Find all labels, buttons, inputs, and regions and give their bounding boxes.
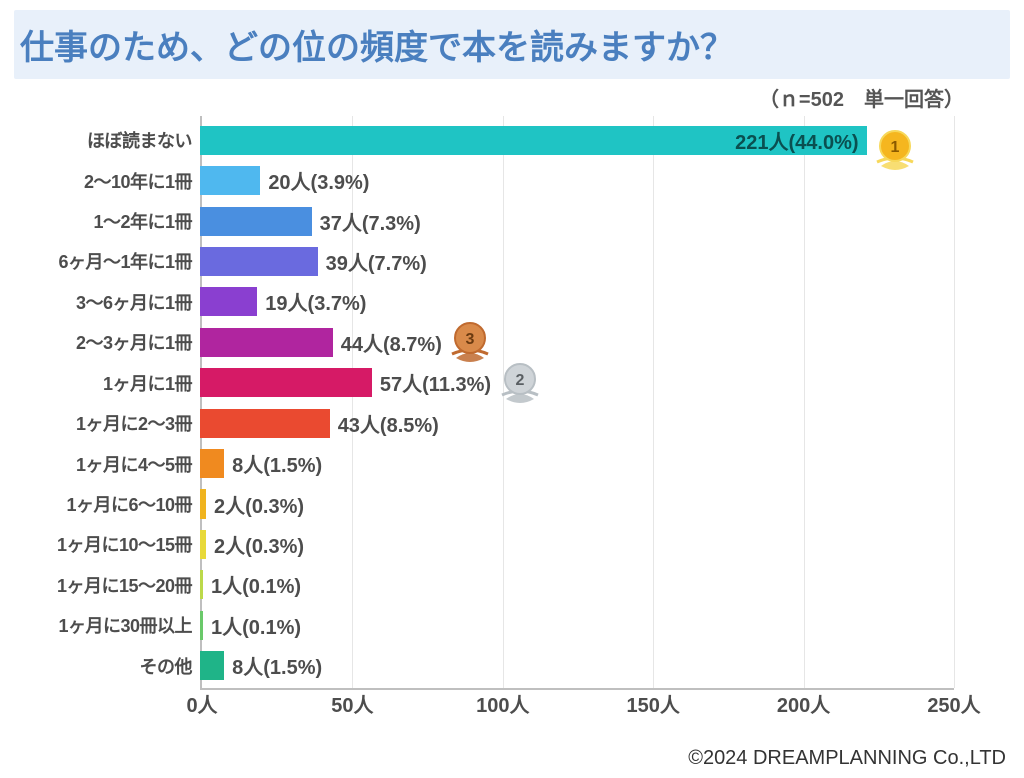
y-label: 6ヶ月～1年に1冊 — [20, 248, 200, 274]
medal-icon: 2 — [496, 359, 544, 407]
bar: 37人(7.3%) — [200, 207, 312, 236]
bar-value-label: 8人(1.5%) — [224, 449, 322, 478]
y-label: ほぼ読まない — [20, 127, 200, 153]
x-tick: 100人 — [476, 689, 529, 718]
y-label: 3～6ヶ月に1冊 — [20, 289, 200, 315]
x-tick: 150人 — [627, 689, 680, 718]
chart-title: 仕事のため、どの位の頻度で本を読みますか？ — [14, 10, 1010, 79]
chart-area: 0人 50人 100人 150人 200人 250人 ほぼ読まない221人(44.0%) … — [20, 116, 994, 726]
bar-value-label: 39人(7.7%) — [318, 247, 427, 276]
bar: 1人(0.1%) — [200, 611, 203, 640]
bar-track: 44人(8.7%) 3 — [200, 322, 954, 362]
bar: 39人(7.7%) — [200, 247, 318, 276]
bar-value-label: 19人(3.7%) — [257, 287, 366, 316]
bar-track: 1人(0.1%) — [200, 565, 954, 605]
y-label: 1ヶ月に10～15冊 — [20, 531, 200, 557]
bar: 19人(3.7%) — [200, 287, 257, 316]
bar-track: 19人(3.7%) — [200, 282, 954, 322]
y-label: 1ヶ月に4～5冊 — [20, 451, 200, 477]
bar-track: 8人(1.5%) — [200, 645, 954, 685]
bar-row: その他8人(1.5%) — [20, 645, 954, 685]
bar: 8人(1.5%) — [200, 449, 224, 478]
chart-subtitle: （ｎ=502 単一回答） — [0, 83, 1024, 112]
bar-track: 2人(0.3%) — [200, 484, 954, 524]
y-label: 1ヶ月に6～10冊 — [20, 491, 200, 517]
bar: 221人(44.0%) 1 — [200, 126, 867, 155]
bar-row: 1ヶ月に15～20冊1人(0.1%) — [20, 565, 954, 605]
bar-row: 2～3ヶ月に1冊44人(8.7%) 3 — [20, 322, 954, 362]
bar-track: 39人(7.7%) — [200, 241, 954, 281]
bar-value-label: 43人(8.5%) — [330, 409, 439, 438]
bar-row: 3～6ヶ月に1冊19人(3.7%) — [20, 282, 954, 322]
bar-row: 1ヶ月に30冊以上1人(0.1%) — [20, 605, 954, 645]
bar: 43人(8.5%) — [200, 409, 330, 438]
bar-row: 6ヶ月～1年に1冊39人(7.7%) — [20, 241, 954, 281]
y-label: 1ヶ月に2～3冊 — [20, 410, 200, 436]
bar-track: 221人(44.0%) 1 — [200, 120, 954, 160]
x-tick: 50人 — [331, 689, 373, 718]
bar-track: 37人(7.3%) — [200, 201, 954, 241]
x-tick: 200人 — [777, 689, 830, 718]
bar: 44人(8.7%) 3 — [200, 328, 333, 357]
bar-value-label: 1人(0.1%) — [203, 611, 301, 640]
svg-text:3: 3 — [465, 331, 474, 348]
x-tick: 0人 — [186, 689, 217, 718]
bar-row: 1ヶ月に2～3冊43人(8.5%) — [20, 403, 954, 443]
y-label: その他 — [20, 653, 200, 679]
bar-track: 57人(11.3%) 2 — [200, 363, 954, 403]
svg-text:1: 1 — [890, 139, 899, 156]
bar-row: 1ヶ月に6～10冊2人(0.3%) — [20, 484, 954, 524]
bar-track: 8人(1.5%) — [200, 443, 954, 483]
bar-value-label: 2人(0.3%) — [206, 530, 304, 559]
medal-icon: 3 — [446, 318, 494, 366]
bar-value-label: 1人(0.1%) — [203, 570, 301, 599]
x-tick: 250人 — [927, 689, 980, 718]
bar-row: 1ヶ月に10～15冊2人(0.3%) — [20, 524, 954, 564]
svg-text:2: 2 — [515, 372, 524, 389]
bar-value-label: 57人(11.3%) — [372, 368, 491, 397]
bar: 1人(0.1%) — [200, 570, 203, 599]
bar-row: ほぼ読まない221人(44.0%) 1 — [20, 120, 954, 160]
y-label: 2～3ヶ月に1冊 — [20, 329, 200, 355]
bar-value-label: 2人(0.3%) — [206, 489, 304, 518]
y-label: 1ヶ月に15～20冊 — [20, 572, 200, 598]
bar-track: 1人(0.1%) — [200, 605, 954, 645]
bar: 8人(1.5%) — [200, 651, 224, 680]
bar-row: 2～10年に1冊20人(3.9%) — [20, 160, 954, 200]
bar-row: 1～2年に1冊37人(7.3%) — [20, 201, 954, 241]
bar-row: 1ヶ月に4～5冊8人(1.5%) — [20, 443, 954, 483]
bar-value-label: 221人(44.0%) — [735, 126, 858, 155]
bar: 2人(0.3%) — [200, 530, 206, 559]
y-label: 1ヶ月に1冊 — [20, 370, 200, 396]
bar-track: 2人(0.3%) — [200, 524, 954, 564]
gridline — [954, 116, 955, 688]
y-label: 1～2年に1冊 — [20, 208, 200, 234]
y-label: 1ヶ月に30冊以上 — [20, 612, 200, 638]
bar: 57人(11.3%) 2 — [200, 368, 372, 397]
bar: 2人(0.3%) — [200, 489, 206, 518]
bar-value-label: 37人(7.3%) — [312, 207, 421, 236]
copyright: ©2024 DREAMPLANNING Co.,LTD — [688, 747, 1006, 770]
bar-row: 1ヶ月に1冊57人(11.3%) 2 — [20, 363, 954, 403]
bar-track: 20人(3.9%) — [200, 160, 954, 200]
y-label: 2～10年に1冊 — [20, 168, 200, 194]
bar-value-label: 8人(1.5%) — [224, 651, 322, 680]
bar-track: 43人(8.5%) — [200, 403, 954, 443]
bar-value-label: 44人(8.7%) — [333, 328, 442, 357]
bar: 20人(3.9%) — [200, 166, 260, 195]
bar-value-label: 20人(3.9%) — [260, 166, 369, 195]
chart-rows: ほぼ読まない221人(44.0%) 1 2～10年に1冊20人(3.9%)1～2… — [20, 120, 954, 686]
